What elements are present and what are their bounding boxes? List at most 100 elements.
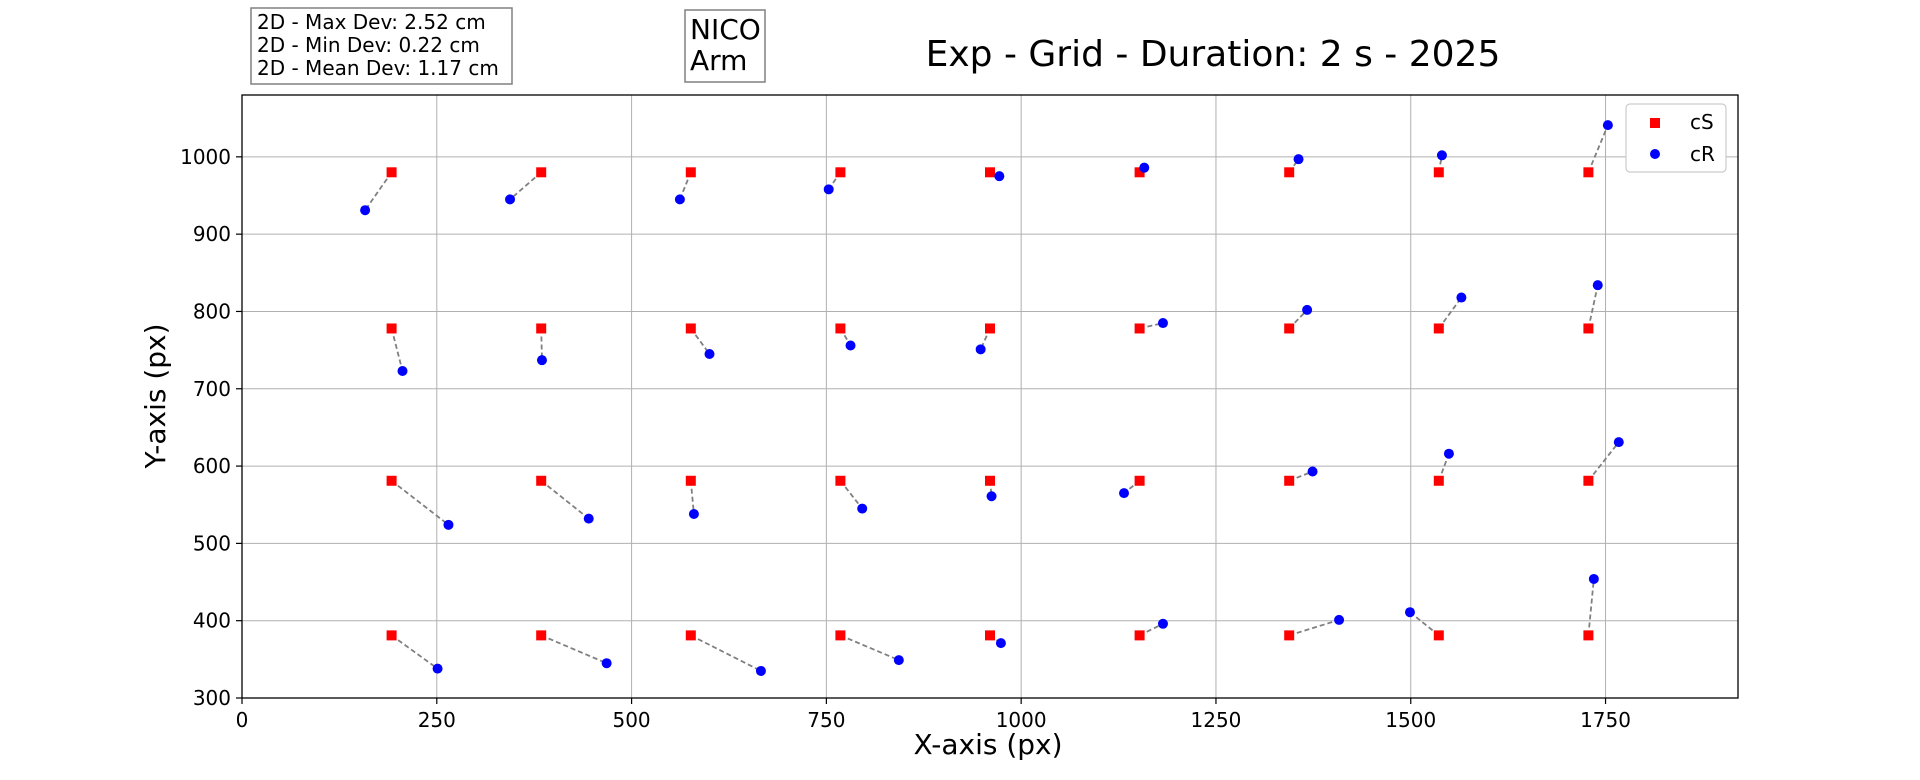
cR-point — [994, 171, 1005, 182]
cR-point — [1139, 162, 1150, 173]
cS-point — [1433, 475, 1444, 486]
legend: cS cR — [1625, 103, 1727, 173]
y-tick-label: 600 — [193, 454, 231, 478]
connector-line — [391, 634, 439, 670]
plot-frame — [241, 94, 1739, 699]
cR-point — [443, 519, 454, 530]
cS-point — [1583, 167, 1594, 178]
connector-line — [1587, 284, 1599, 329]
cS-point — [536, 630, 547, 641]
cR-point — [845, 340, 856, 351]
connector-line — [689, 480, 695, 515]
y-tick-label: 1000 — [180, 145, 231, 169]
cR-point — [432, 663, 443, 674]
cS-point — [1433, 323, 1444, 334]
y-tick-label: 300 — [193, 686, 231, 710]
cS-point — [685, 323, 696, 334]
connector-line — [364, 171, 393, 211]
connector-line — [1587, 441, 1620, 482]
cS-point — [1433, 167, 1444, 178]
connector-line — [1438, 297, 1463, 330]
connector-line — [390, 328, 404, 372]
cS-point — [1284, 323, 1295, 334]
cS-point — [835, 323, 846, 334]
stats-mean-dev: 2D - Mean Dev: 1.17 cm — [257, 56, 499, 80]
cS-point — [685, 630, 696, 641]
legend-cR-marker — [1650, 149, 1660, 159]
cS-point — [386, 475, 397, 486]
connector-line — [540, 634, 608, 665]
cR-point — [1157, 618, 1168, 629]
cS-point — [835, 475, 846, 486]
cR-point — [505, 194, 516, 205]
cR-point — [995, 638, 1006, 649]
x-tick-label: 500 — [612, 708, 650, 732]
grid — [241, 95, 1738, 699]
cR-point — [1456, 292, 1467, 303]
y-axis-ticks: 300 400 500 600 700 800 900 1000 — [180, 145, 242, 710]
cS-point — [386, 630, 397, 641]
cS-point — [835, 167, 846, 178]
robot-name: NICO — [690, 13, 761, 46]
connector-line — [1288, 619, 1340, 637]
cR-point — [674, 194, 685, 205]
x-tick-label: 750 — [807, 708, 845, 732]
x-tick-label: 1000 — [996, 708, 1047, 732]
connector-line — [1587, 578, 1595, 636]
cR-point — [601, 658, 612, 669]
cR-point — [397, 365, 408, 376]
x-tick-label: 0 — [236, 708, 249, 732]
cR-point — [1157, 318, 1168, 329]
cS-point — [985, 475, 995, 486]
cR-point — [360, 205, 371, 216]
cR-point — [1119, 488, 1130, 499]
y-tick-label: 700 — [193, 377, 231, 401]
cS-point — [1134, 167, 1145, 178]
chart-title: Exp - Grid - Duration: 2 s - 2025 — [926, 34, 1501, 75]
y-tick-label: 900 — [193, 222, 231, 246]
cR-point — [975, 344, 986, 355]
robot-part: Arm — [690, 44, 747, 77]
cS-point — [1284, 630, 1295, 641]
connector-line — [540, 328, 543, 361]
cR-point — [893, 655, 904, 666]
connector-line — [391, 480, 450, 526]
connector-line — [839, 480, 863, 510]
cR-point — [986, 491, 997, 502]
x-axis-ticks: 0 250 500 750 1000 1250 1500 1750 — [236, 698, 1631, 732]
stats-max-dev: 2D - Max Dev: 2.52 cm — [257, 10, 486, 34]
cR-point — [1602, 120, 1613, 131]
x-tick-label: 1500 — [1385, 708, 1436, 732]
y-tick-label: 800 — [193, 299, 231, 323]
connector-line — [1587, 124, 1609, 173]
cR-point — [755, 665, 766, 676]
cS-point — [1134, 630, 1145, 641]
cR-point — [536, 355, 547, 366]
stats-min-dev: 2D - Min Dev: 0.22 cm — [257, 33, 480, 57]
cS-point — [1284, 167, 1295, 178]
y-tick-label: 500 — [193, 531, 231, 555]
series-cS-markers — [386, 167, 1594, 641]
cS-point — [1583, 630, 1594, 641]
cR-point — [823, 184, 834, 195]
cS-point — [685, 167, 696, 178]
x-tick-label: 250 — [418, 708, 456, 732]
connector-line — [540, 480, 590, 520]
cS-point — [685, 475, 696, 486]
cS-point — [1284, 475, 1295, 486]
cS-point — [835, 630, 846, 641]
connector-line — [690, 634, 762, 672]
cS-point — [1433, 630, 1444, 641]
cR-point — [1404, 607, 1415, 618]
connector-line — [690, 327, 711, 355]
x-axis-title: X-axis (px) — [913, 728, 1062, 761]
cR-point — [1436, 150, 1447, 161]
cR-point — [1592, 280, 1603, 291]
cS-point — [1134, 323, 1145, 334]
cS-point — [536, 167, 547, 178]
connector-line — [509, 171, 542, 201]
x-tick-label: 1750 — [1580, 708, 1631, 732]
cS-point — [985, 323, 995, 334]
y-tick-label: 400 — [193, 609, 231, 633]
